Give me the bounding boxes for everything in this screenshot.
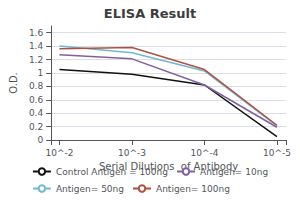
svg-text:0.6: 0.6 — [29, 95, 44, 105]
svg-text:Antigen= 100ng: Antigen= 100ng — [156, 184, 230, 194]
svg-text:Antigen= 50ng: Antigen= 50ng — [56, 184, 124, 194]
svg-text:1: 1 — [37, 68, 43, 78]
svg-text:10^-2: 10^-2 — [45, 148, 73, 158]
svg-text:Control Antigen = 100ng: Control Antigen = 100ng — [56, 167, 168, 177]
svg-text:10^-3: 10^-3 — [118, 148, 146, 158]
svg-text:1.4: 1.4 — [29, 41, 44, 51]
svg-text:0.2: 0.2 — [29, 122, 43, 132]
svg-text:ELISA Result: ELISA Result — [104, 6, 196, 21]
svg-text:10^-4: 10^-4 — [190, 148, 218, 158]
svg-text:Antigen= 10ng: Antigen= 10ng — [200, 167, 268, 177]
svg-text:0.4: 0.4 — [29, 108, 44, 118]
svg-text:O.D.: O.D. — [8, 72, 19, 94]
svg-text:0: 0 — [37, 135, 43, 145]
svg-text:0.8: 0.8 — [29, 81, 44, 91]
svg-text:1.6: 1.6 — [29, 28, 44, 38]
svg-text:1.2: 1.2 — [29, 55, 43, 65]
svg-text:10^-5: 10^-5 — [263, 148, 291, 158]
